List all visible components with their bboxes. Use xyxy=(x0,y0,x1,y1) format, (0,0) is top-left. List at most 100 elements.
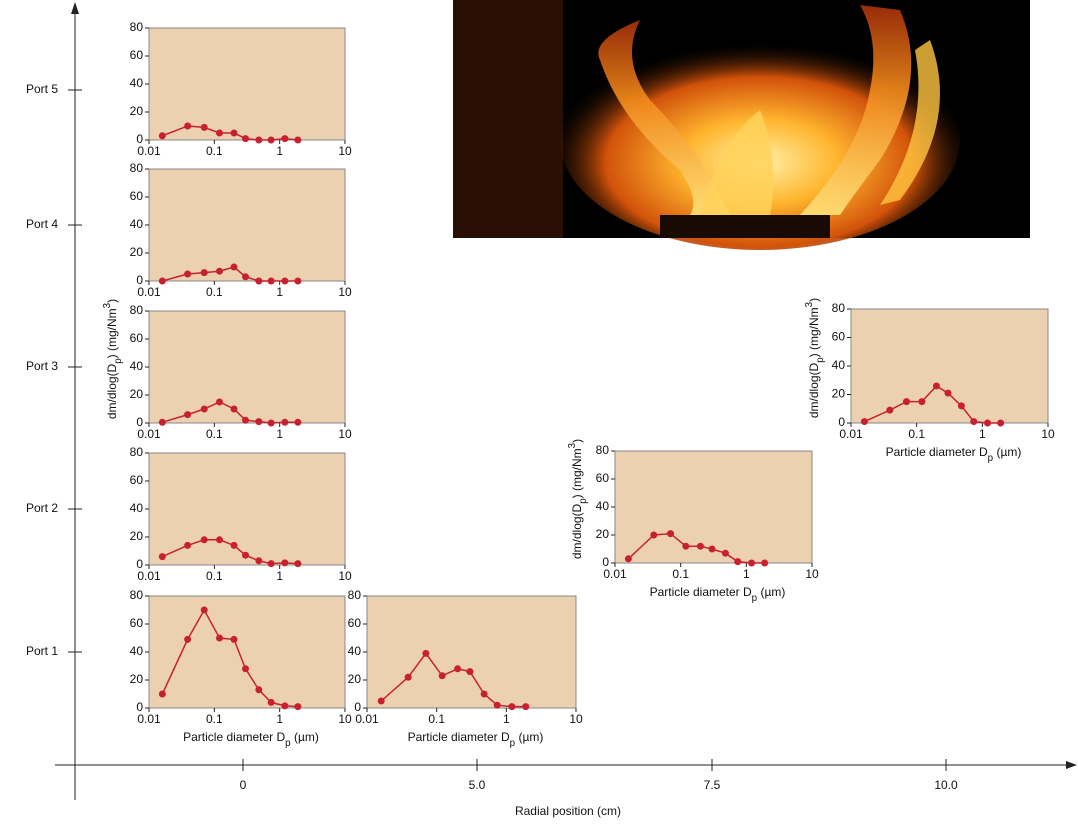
data-point xyxy=(944,389,952,397)
x-tick-label: 5.0 xyxy=(469,778,486,792)
data-point xyxy=(522,703,530,711)
data-point xyxy=(158,418,166,426)
y-tick-label: 20 xyxy=(130,104,144,118)
y-tick-label: 20 xyxy=(130,672,144,686)
y-tick-label: 40 xyxy=(348,644,362,658)
x-tick-label: 0.1 xyxy=(206,712,223,726)
data-point xyxy=(404,673,412,681)
data-point xyxy=(454,665,462,673)
series-line xyxy=(162,266,298,282)
y-tick-label: 40 xyxy=(130,359,144,373)
data-point xyxy=(242,551,250,559)
y-tick-label: 80 xyxy=(130,303,144,317)
x-tick-label: 1 xyxy=(276,569,283,583)
y-axis-label-part: 3 xyxy=(804,302,815,307)
data-point xyxy=(200,123,208,131)
data-point xyxy=(932,382,940,390)
x-tick-label: 0.01 xyxy=(137,712,161,726)
data-point xyxy=(997,419,1005,427)
data-point xyxy=(294,703,302,711)
data-point xyxy=(281,702,289,710)
y-tick-label: 0 xyxy=(136,700,143,714)
y-axis-label-part: 3 xyxy=(567,443,578,448)
y-tick-label: 20 xyxy=(130,245,144,259)
data-point xyxy=(281,418,289,426)
data-point xyxy=(184,122,192,130)
data-point xyxy=(230,635,238,643)
y-tick-label: Port 5 xyxy=(26,82,58,96)
data-point xyxy=(200,536,208,544)
x-tick-label: 0.1 xyxy=(428,712,445,726)
x-tick-label: 10 xyxy=(338,427,352,441)
data-point xyxy=(493,701,501,709)
data-point xyxy=(230,263,238,271)
y-axis-label: dm/dlog(Dp) (mg/Nm3) xyxy=(102,299,124,419)
y-axis-label-part: ) xyxy=(105,299,119,303)
x-tick-label: 1 xyxy=(979,427,986,441)
data-point xyxy=(255,277,263,285)
data-point xyxy=(721,549,729,557)
y-tick-label: 60 xyxy=(596,471,610,485)
x-tick-label: 1 xyxy=(503,712,510,726)
series-line xyxy=(380,652,526,708)
x-axis-label: Particle diameter Dp (µm) xyxy=(408,730,544,749)
x-tick-label: 10 xyxy=(338,285,352,299)
data-point xyxy=(294,277,302,285)
data-point xyxy=(666,530,674,538)
data-point xyxy=(734,558,742,566)
y-tick-label: Port 1 xyxy=(26,644,58,658)
x-axis-label-part: (µm) xyxy=(291,730,319,744)
data-point xyxy=(255,418,263,426)
data-point xyxy=(624,555,632,563)
data-point xyxy=(230,405,238,413)
data-point xyxy=(230,541,238,549)
y-tick-label: Port 2 xyxy=(26,501,58,515)
data-point xyxy=(158,277,166,285)
x-tick-label: 0.01 xyxy=(137,427,161,441)
x-tick-label: 10 xyxy=(338,569,352,583)
y-tick-label: 0 xyxy=(136,557,143,571)
y-tick-label: 0 xyxy=(136,132,143,146)
x-tick-label: 1 xyxy=(276,285,283,299)
y-tick-label: 0 xyxy=(838,415,845,429)
x-axis-label-part: p xyxy=(988,453,994,464)
y-tick-label: 0 xyxy=(136,415,143,429)
x-tick-label: 10 xyxy=(338,712,352,726)
data-point xyxy=(294,560,302,568)
x-tick-label: 0.01 xyxy=(137,569,161,583)
series-line xyxy=(627,532,765,564)
data-point xyxy=(242,665,250,673)
y-axis-label-part: p xyxy=(578,498,589,504)
data-point xyxy=(158,553,166,561)
data-point xyxy=(422,649,430,657)
y-tick-label: 80 xyxy=(130,445,144,459)
data-point xyxy=(200,269,208,277)
plot-area xyxy=(366,595,577,709)
data-point xyxy=(216,398,224,406)
y-axis-label-part: ) (mg/Nm xyxy=(570,448,584,498)
x-tick-label: 0.01 xyxy=(603,567,627,581)
x-axis-label-part: Particle diameter D xyxy=(183,730,285,744)
x-axis-label: Particle diameter Dp (µm) xyxy=(886,445,1022,464)
x-tick-label: 1 xyxy=(743,567,750,581)
data-point xyxy=(242,416,250,424)
x-axis-arrow xyxy=(1066,761,1077,769)
y-tick-label: 0 xyxy=(602,555,609,569)
y-tick-label: 60 xyxy=(832,330,846,344)
data-point xyxy=(200,606,208,614)
data-point xyxy=(294,418,302,426)
y-axis-arrow xyxy=(71,2,79,14)
y-tick-label: 60 xyxy=(130,331,144,345)
data-point xyxy=(267,277,275,285)
y-axis-label-part: 3 xyxy=(102,303,113,308)
x-tick-label: 10.0 xyxy=(934,778,958,792)
data-point xyxy=(184,635,192,643)
y-tick-label: 40 xyxy=(130,76,144,90)
data-point xyxy=(216,267,224,275)
data-point xyxy=(918,398,926,406)
x-tick-label: 10 xyxy=(338,144,352,158)
y-tick-label: 40 xyxy=(832,358,846,372)
x-tick-label: 1 xyxy=(276,712,283,726)
y-tick-label: 80 xyxy=(596,443,610,457)
data-point xyxy=(281,277,289,285)
